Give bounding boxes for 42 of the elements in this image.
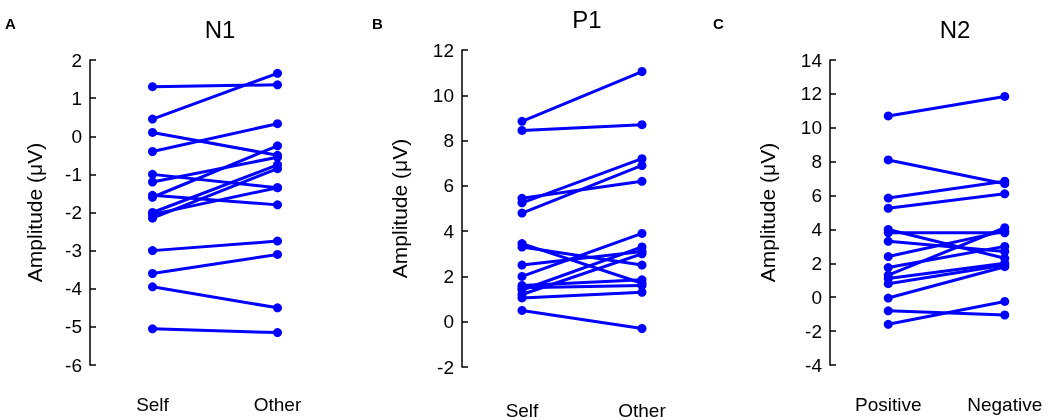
y-tick-label: 4	[443, 220, 455, 242]
y-tick-label: -4	[805, 354, 823, 376]
y-tick-label: 12	[432, 39, 454, 61]
text: A	[5, 15, 16, 32]
y-tick-label: -5	[65, 316, 82, 338]
y-tick-label: 0	[811, 286, 822, 308]
x-tick-label: Positive	[854, 394, 922, 415]
y-tick-label: 10	[800, 117, 822, 139]
x-tick-label: Other	[618, 400, 667, 420]
chart-title: N2	[939, 15, 971, 43]
chart-title: N1	[204, 15, 236, 43]
chart-title: P1	[572, 5, 602, 33]
x-tick-label: Self	[505, 400, 540, 420]
x-tick-label: Self	[136, 394, 170, 415]
y-tick-label: -2	[65, 202, 82, 223]
y-tick-label: 14	[800, 49, 823, 71]
y-tick-label: -6	[65, 354, 82, 376]
y-tick-label: 0	[71, 125, 82, 147]
y-tick-label: -1	[65, 163, 82, 185]
y-tick-label: 2	[811, 252, 822, 274]
y-tick-label: 0	[443, 311, 454, 333]
y-tick-label: 10	[432, 84, 454, 106]
y-tick-label: 1	[71, 87, 82, 109]
y-axis-title: Amplitude (μV)	[23, 142, 46, 283]
y-axis-title: Amplitude (μV)	[756, 142, 779, 283]
y-tick-label: 8	[811, 151, 822, 173]
y-tick-label: 8	[443, 130, 454, 152]
y-tick-label: -4	[65, 278, 83, 300]
x-tick-label: Negative	[967, 394, 1043, 415]
y-tick-label: 6	[811, 185, 822, 207]
y-tick-label: 2	[71, 49, 82, 71]
y-tick-label: 4	[811, 218, 823, 240]
y-tick-label: 6	[443, 175, 454, 197]
y-axis-title: Amplitude (μV)	[388, 138, 411, 279]
y-tick-label: 2	[443, 265, 454, 287]
y-tick-label: -3	[65, 240, 82, 262]
text: B	[372, 15, 383, 32]
y-tick-label: -2	[805, 320, 822, 342]
x-tick-label: Other	[253, 394, 302, 415]
text: C	[713, 15, 724, 32]
y-tick-label: -2	[437, 356, 454, 378]
y-tick-label: 12	[800, 83, 822, 105]
